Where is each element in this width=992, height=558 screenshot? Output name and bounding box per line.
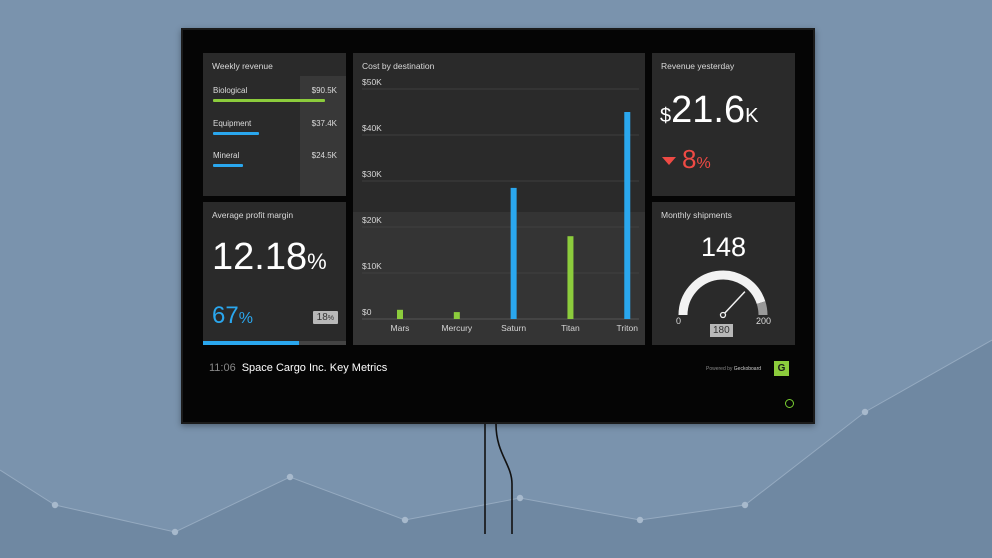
gauge-needle	[722, 291, 746, 316]
y-tick-label: $10K	[362, 261, 382, 271]
row-bar	[213, 164, 243, 167]
tv-cable	[484, 424, 513, 534]
y-tick-label: $50K	[362, 77, 382, 87]
widget-title: Weekly revenue	[212, 61, 273, 71]
widget-title: Monthly shipments	[661, 210, 732, 220]
widget-title: Average profit margin	[212, 210, 294, 220]
monthly-shipments-widget: Monthly shipments 148 0 200 180	[652, 202, 795, 345]
gauge-min-label: 0	[676, 316, 682, 326]
bar	[453, 312, 460, 319]
gauge-hub	[719, 311, 727, 319]
gauge-arc-over-target	[756, 301, 768, 316]
dashboard-title: Space Cargo Inc. Key Metrics	[241, 362, 388, 374]
x-tick-label: Saturn	[501, 323, 526, 333]
gauge-max-label: 200	[756, 316, 772, 326]
lower-band-shade	[353, 212, 645, 345]
widget-title: Cost by destination	[362, 61, 435, 71]
cost-bar-chart: $0 $10K $20K $30K $40K $50K Mars Mercury Saturn T…	[362, 77, 639, 333]
progress-number: 67	[212, 302, 239, 329]
geckoboard-logo: G	[774, 361, 789, 376]
progress-unit: %	[238, 310, 253, 327]
tv-screen: Weekly revenue Biological $90.5K Equipme…	[181, 28, 815, 424]
shipments-gauge	[678, 270, 768, 319]
x-tick-label: Mercury	[441, 323, 472, 333]
target-number: 18	[316, 312, 328, 323]
clock: 11:06	[209, 362, 236, 374]
value-column-shade	[300, 76, 346, 196]
weekly-revenue-widget: Weekly revenue Biological $90.5K Equipme…	[203, 53, 346, 196]
revenue-value: $21.6K	[660, 89, 758, 132]
shipments-value: 148	[700, 232, 747, 262]
row-value: $24.5K	[311, 151, 337, 160]
margin-number: 12.18	[212, 236, 308, 278]
y-tick-label: $20K	[362, 215, 382, 225]
row-bar	[213, 132, 259, 135]
y-tick-label: $0	[362, 307, 372, 317]
progress-track	[203, 341, 346, 345]
margin-unit: %	[307, 249, 327, 274]
x-tick-label: Mars	[391, 323, 410, 333]
margin-progress-value: 67%	[212, 302, 253, 330]
gauge-target-badge: 180	[710, 324, 733, 337]
dashboard-footer: 11:06 Space Cargo Inc. Key Metrics	[209, 362, 387, 374]
row-value: $90.5K	[311, 86, 337, 95]
target-unit: %	[327, 315, 334, 322]
row-label: Equipment	[213, 119, 252, 128]
revenue-suffix: K	[745, 105, 759, 127]
y-tick-label: $30K	[362, 169, 382, 179]
cost-by-destination-widget: $0 $10K $20K $30K $40K $50K Mars Mercury Saturn T…	[353, 53, 645, 345]
profit-margin-widget: Average profit margin 12.18% 67% 18%	[203, 202, 346, 345]
currency-symbol: $	[660, 105, 672, 127]
powered-prefix: Powered by	[706, 366, 733, 372]
bar	[624, 112, 631, 319]
powered-by: Powered by Geckoboard	[706, 366, 761, 372]
row-label: Biological	[213, 86, 248, 95]
change-unit: %	[696, 155, 711, 172]
widget-title: Revenue yesterday	[661, 61, 735, 71]
revenue-number: 21.6	[671, 89, 746, 131]
row-bar	[213, 99, 325, 102]
progress-fill	[203, 341, 299, 345]
x-tick-label: Triton	[617, 323, 639, 333]
bar	[397, 309, 403, 319]
power-indicator-icon	[785, 399, 794, 408]
row-value: $37.4K	[311, 119, 337, 128]
revenue-yesterday-widget: Revenue yesterday $21.6K 8%	[652, 53, 795, 196]
row-label: Mineral	[213, 151, 240, 160]
change-number: 8	[682, 144, 697, 174]
x-tick-label: Titan	[561, 323, 580, 333]
bar	[510, 187, 517, 319]
revenue-change: 8%	[662, 144, 711, 175]
gauge-arc	[678, 270, 766, 316]
powered-brand: Geckoboard	[733, 366, 762, 372]
arrow-down-icon	[662, 156, 676, 165]
margin-value: 12.18%	[212, 236, 327, 279]
y-tick-label: $40K	[362, 123, 382, 133]
bar	[567, 236, 574, 319]
margin-target-badge: 18%	[312, 311, 338, 324]
